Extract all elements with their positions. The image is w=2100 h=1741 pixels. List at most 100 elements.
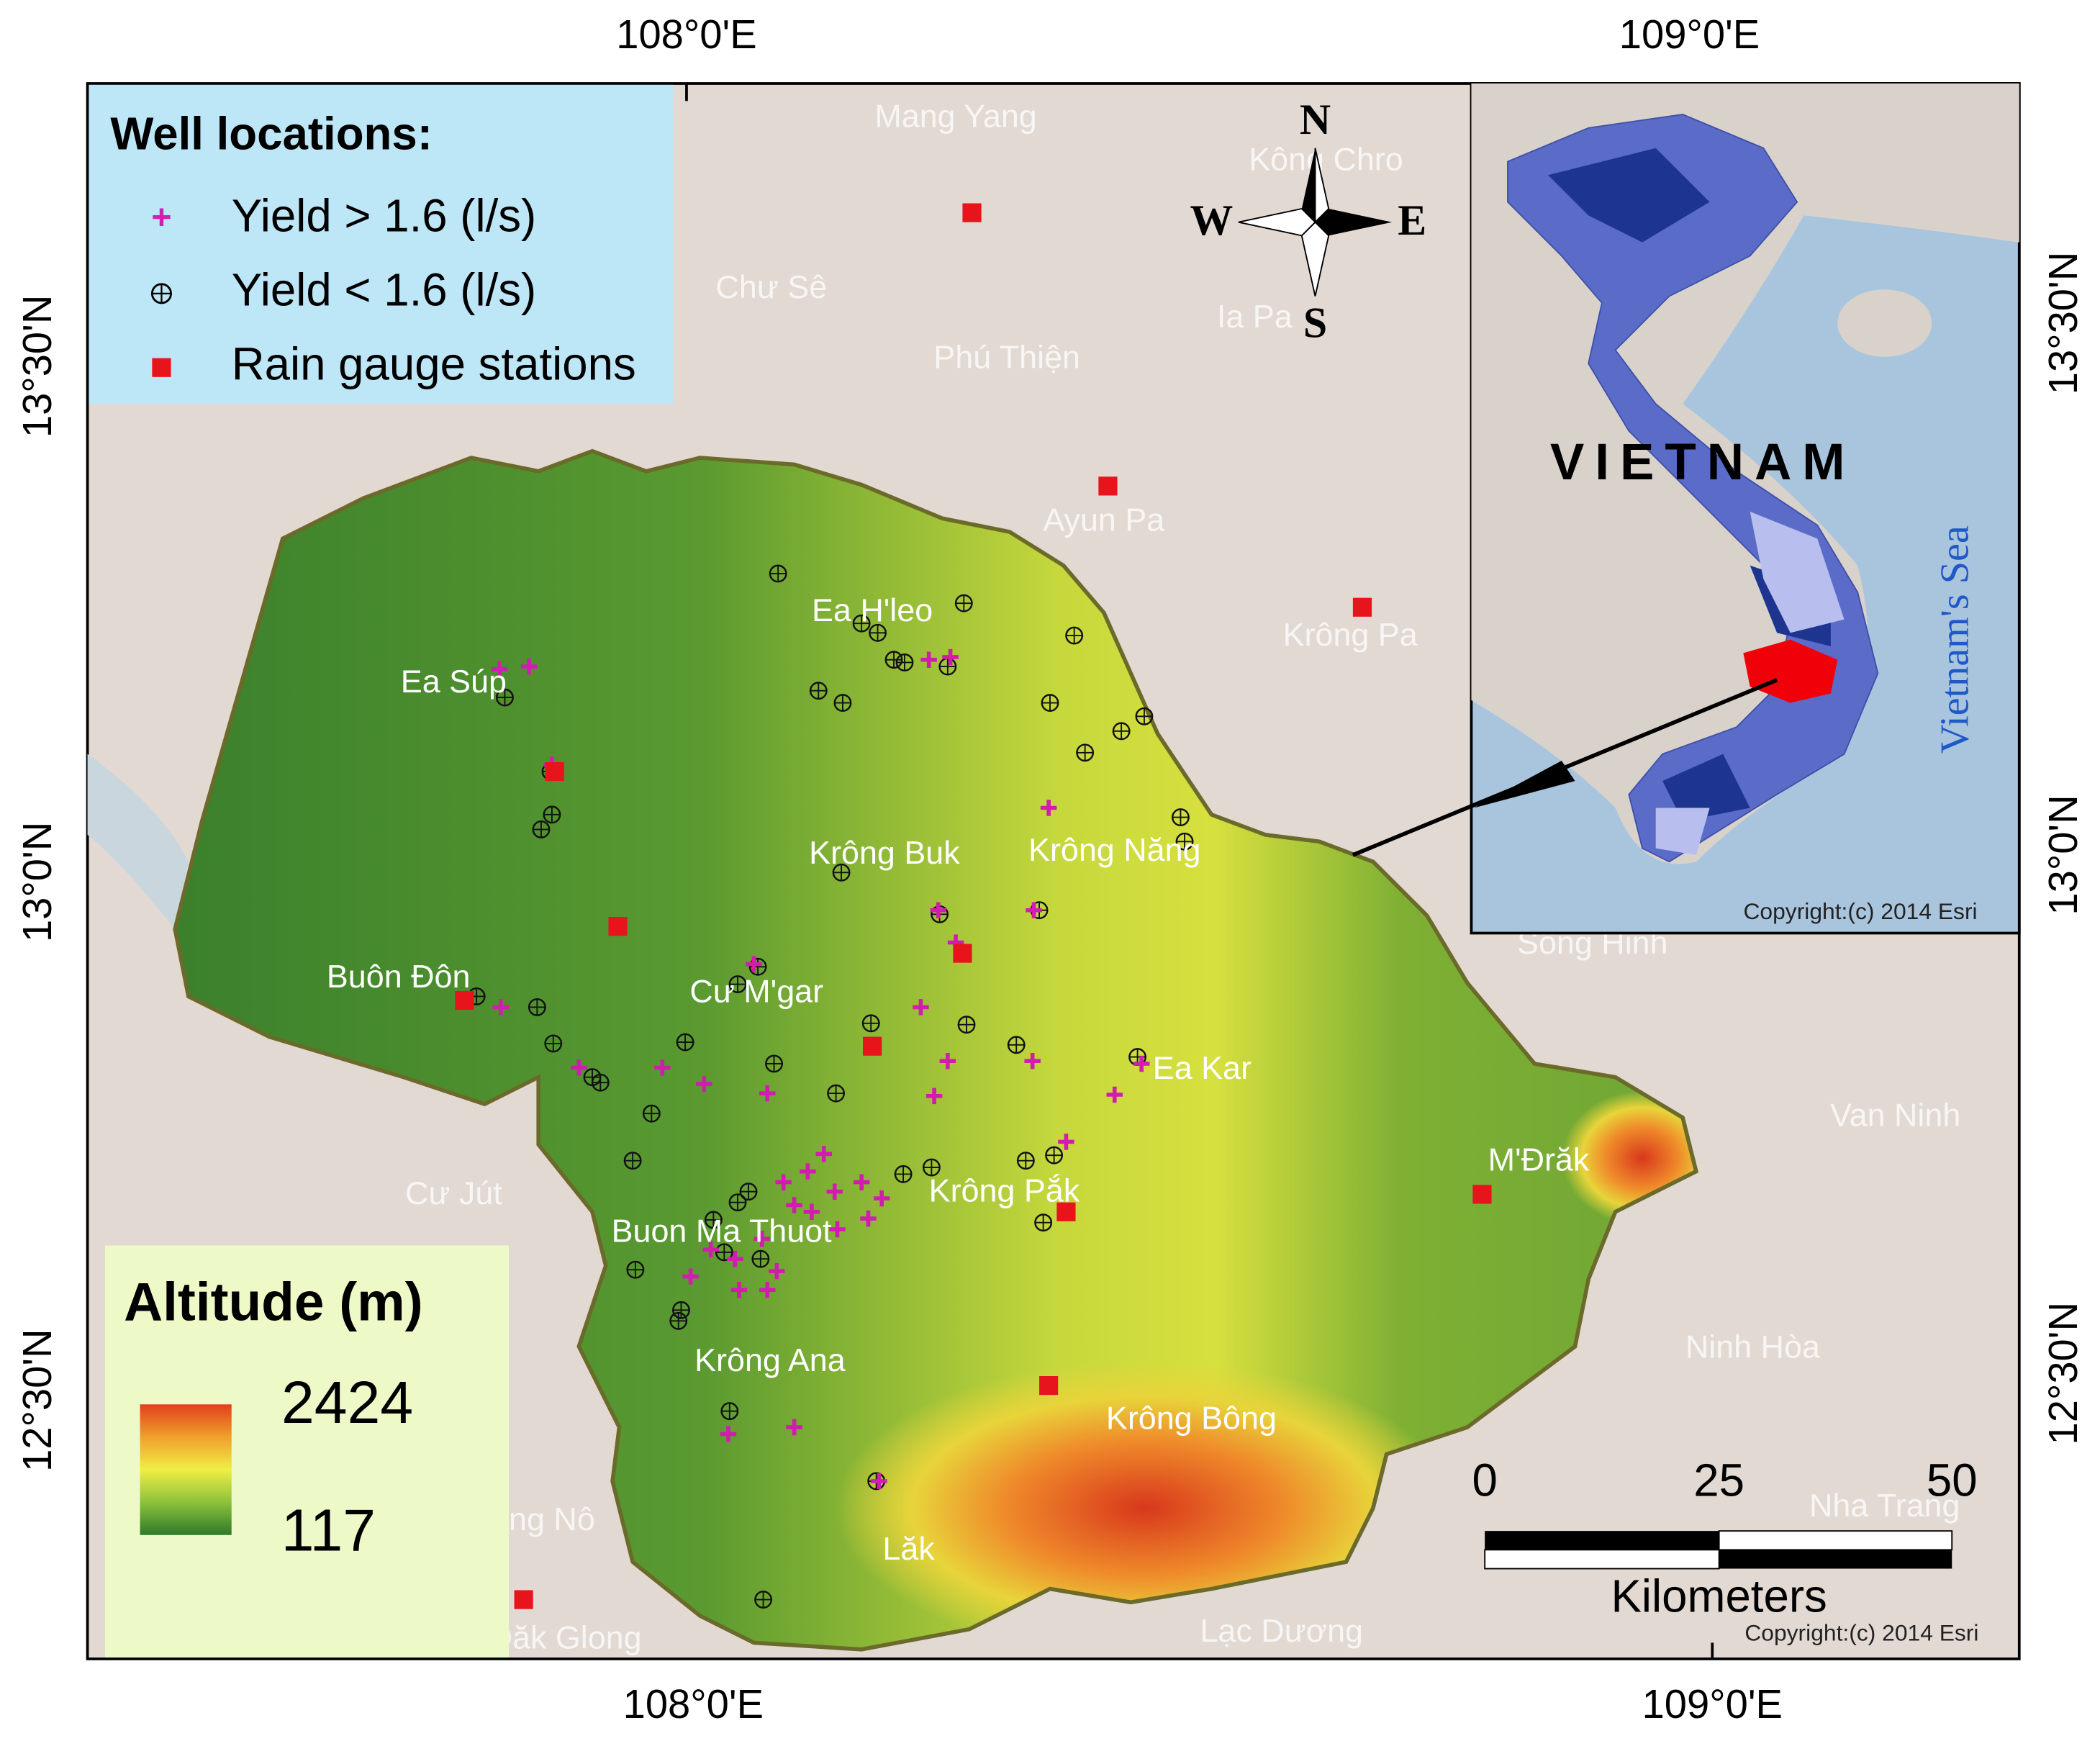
- well-low-yield-cross: [627, 1261, 644, 1278]
- legend: Well locations: + Yield > 1.6 (l/s) Yiel…: [89, 84, 674, 404]
- place-label: Kông Chro: [1249, 140, 1403, 177]
- lat-label: 12°30'N: [2040, 1302, 2086, 1445]
- well-low-yield-cross: [956, 594, 972, 612]
- well-low-yield-cross: [670, 1313, 687, 1329]
- well-high-yield: [930, 902, 946, 918]
- well-low-yield-cross: [1113, 723, 1130, 740]
- well-high-yield: [873, 1190, 890, 1207]
- scale-tick: 50: [1927, 1455, 1978, 1506]
- altitude-legend: Altitude (m) 2424 117: [104, 1245, 510, 1658]
- well-low-yield-cross: [729, 976, 746, 992]
- place-label: Lăk: [882, 1530, 935, 1567]
- well-high-yield: [853, 1174, 870, 1190]
- rain-gauge: [1039, 1376, 1059, 1396]
- well-low-yield-cross: [643, 1105, 660, 1122]
- well-low-yield-cross: [624, 1152, 641, 1169]
- well-low-yield-cross: [1018, 1152, 1034, 1169]
- place-label: Cư M'gar: [689, 973, 823, 1010]
- place-label: Ea Súp: [401, 663, 507, 700]
- well-high-yield: [492, 999, 510, 1016]
- rain-gauge: [1056, 1202, 1076, 1221]
- place-label: Buon Ma Thuot: [612, 1213, 833, 1249]
- rain-gauge: [545, 761, 564, 782]
- well-low-yield-cross: [834, 695, 851, 711]
- scale-bar: 0 25 50 Kilometers: [1472, 1455, 1977, 1622]
- place-label: Cư Jút: [405, 1175, 502, 1211]
- rain-gauge: [1352, 597, 1372, 617]
- inset-sea: Vietnam's Sea: [1932, 525, 1977, 754]
- well-low-yield-cross: [533, 821, 550, 838]
- place-label: Mang Yang: [874, 97, 1036, 134]
- well-low-yield-cross: [705, 1211, 722, 1229]
- place-label: Krông Pa: [1283, 616, 1418, 653]
- well-low-yield-cross: [752, 1251, 769, 1267]
- well-low-yield-cross: [810, 682, 827, 699]
- well-high-yield: [1040, 800, 1057, 816]
- lat-label: 13°30'N: [2040, 252, 2086, 395]
- well-low-yield-cross: [1077, 744, 1093, 761]
- well-high-yield: [682, 1268, 699, 1285]
- well-high-yield: [942, 648, 959, 666]
- well-low-yield-cross: [1008, 1036, 1025, 1053]
- well-low-yield-cross: [958, 1016, 975, 1033]
- lat-label: 12°30'N: [14, 1329, 60, 1472]
- rain-gauge: [455, 990, 474, 1010]
- place-label: Nha Trang: [1809, 1487, 1960, 1524]
- well-high-yield: [786, 1419, 802, 1436]
- rain-gauge: [1472, 1185, 1492, 1204]
- well-low-yield-cross: [673, 1302, 689, 1319]
- place-label: Ninh Hòa: [1685, 1328, 1820, 1365]
- well-high-yield: [753, 1230, 770, 1247]
- copyright: Copyright:(c) 2014 Esri: [1744, 1620, 1978, 1646]
- well-low-yield-cross: [869, 625, 886, 641]
- well-low-yield-cross: [895, 1166, 912, 1182]
- rain-gauge: [862, 1036, 882, 1056]
- rain-gauge: [953, 944, 972, 963]
- place-label: Krông Ana: [694, 1342, 846, 1378]
- well-high-yield: [746, 956, 762, 972]
- lon-label: 108°0'E: [623, 1681, 764, 1727]
- well-high-yield: [939, 1052, 956, 1070]
- well-low-yield-cross: [543, 806, 561, 823]
- place-label: Krông Bông: [1106, 1400, 1277, 1437]
- place-label: M'Đrăk: [1488, 1141, 1590, 1177]
- rain-gauge: [962, 203, 982, 222]
- well-low-yield-cross: [766, 1055, 782, 1072]
- place-label: Chư Sê: [715, 268, 827, 305]
- compass-w: W: [1190, 196, 1234, 244]
- well-high-yield: [826, 1183, 843, 1200]
- well-high-yield: [759, 1282, 776, 1298]
- lon-label: 108°0'E: [616, 12, 756, 57]
- place-labels: Mang Yang Kông Chro Chư Sê Ia Pa Phú Thiện Ay…: [327, 97, 1960, 1655]
- well-low-yield-cross: [1176, 833, 1193, 850]
- inset-country: VIETNAM: [1550, 434, 1856, 491]
- place-label: Ea H'leo: [812, 592, 933, 628]
- legend-item: Yield > 1.6 (l/s): [232, 191, 537, 242]
- well-high-yield: [720, 1426, 737, 1442]
- well-high-yield: [815, 1146, 832, 1162]
- well-high-yield: [571, 1059, 587, 1076]
- well-low-yield-cross: [497, 689, 513, 706]
- well-low-yield-cross: [716, 1244, 733, 1261]
- scale-unit: Kilometers: [1611, 1570, 1827, 1622]
- rain-gauge: [608, 917, 628, 936]
- scale-tick: 25: [1693, 1455, 1744, 1506]
- well-low-yield-cross: [740, 1183, 757, 1200]
- well-high-yield: [696, 1075, 712, 1093]
- well-low-yield-cross: [1046, 1147, 1062, 1164]
- well-high-yield: [1024, 1052, 1041, 1070]
- place-label: Krông Buk: [809, 834, 960, 871]
- compass: N S E W: [1190, 96, 1427, 347]
- well-high-yield: [702, 1241, 719, 1258]
- legend-item: Rain gauge stations: [232, 339, 636, 390]
- svg-text:+: +: [151, 198, 171, 237]
- well-low-yield-cross: [923, 1159, 940, 1176]
- river: [87, 754, 189, 929]
- well-low-yield-cross: [769, 565, 787, 582]
- compass-n: N: [1300, 96, 1331, 143]
- well-points: [455, 203, 1492, 1609]
- well-high-yield: [1058, 1134, 1074, 1150]
- well-high-yield: [829, 1221, 846, 1238]
- well-high-yield: [759, 1085, 776, 1102]
- well-low-yield-cross: [721, 1403, 738, 1419]
